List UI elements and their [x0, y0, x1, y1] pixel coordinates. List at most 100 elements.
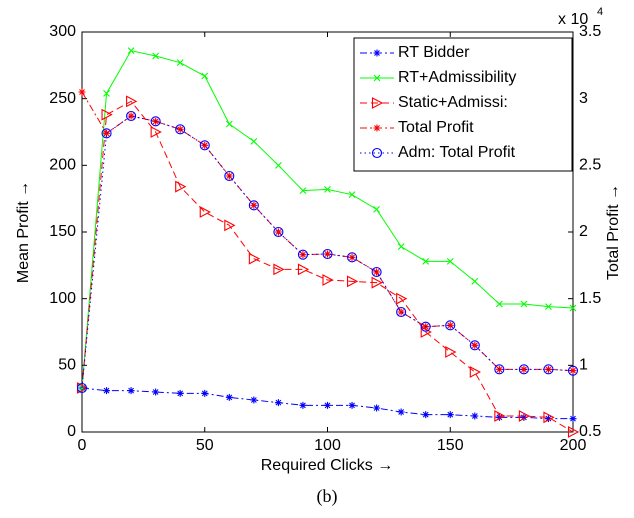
marker	[274, 228, 282, 236]
marker	[101, 128, 112, 139]
marker-shape	[445, 346, 457, 358]
marker	[446, 411, 454, 419]
marker-shape	[569, 304, 577, 312]
x-tick-label: 100	[314, 437, 341, 454]
legend-label: RT+Admissibility	[398, 69, 516, 86]
marker	[397, 308, 405, 316]
marker	[297, 249, 309, 260]
marker	[250, 201, 258, 209]
marker-shape	[297, 249, 309, 260]
marker	[76, 382, 88, 394]
marker	[445, 320, 456, 331]
marker-shape	[373, 74, 381, 82]
marker	[518, 364, 529, 375]
marker	[322, 274, 334, 286]
marker-shape	[224, 219, 236, 232]
marker-shape	[201, 141, 209, 149]
marker-shape	[324, 401, 331, 409]
marker	[299, 187, 307, 195]
x-tick-label: 0	[78, 437, 87, 454]
marker	[322, 248, 333, 260]
marker	[371, 97, 384, 109]
marker-shape	[201, 72, 209, 80]
marker-shape	[150, 116, 161, 127]
marker	[543, 364, 554, 375]
marker	[520, 365, 528, 373]
y2-tick-label: 0.5	[579, 423, 601, 440]
marker-shape	[543, 364, 554, 375]
marker	[569, 367, 577, 375]
marker	[373, 49, 381, 57]
marker	[152, 52, 160, 60]
marker-shape	[569, 367, 577, 375]
marker-shape	[127, 387, 135, 395]
marker-shape	[274, 399, 282, 407]
marker	[471, 412, 479, 420]
marker-shape	[469, 340, 480, 351]
marker	[127, 387, 135, 395]
marker	[544, 415, 552, 423]
legend-label: Static+Admissi:	[398, 94, 508, 111]
marker	[224, 170, 235, 182]
marker-shape	[373, 205, 380, 213]
marker-shape	[76, 382, 88, 394]
marker	[469, 366, 481, 378]
marker-shape	[225, 120, 233, 128]
y-tick-label: 200	[49, 157, 76, 174]
marker	[567, 365, 579, 376]
marker-shape	[396, 292, 408, 305]
x-tick-label: 200	[560, 437, 587, 454]
y-tick-label: 0	[67, 423, 76, 440]
marker	[422, 257, 430, 265]
marker-shape	[373, 49, 381, 57]
marker-shape	[127, 47, 135, 55]
marker-shape	[250, 137, 258, 145]
y2-tick-label: 1.5	[579, 290, 601, 307]
marker	[494, 364, 505, 375]
marker	[175, 180, 187, 193]
marker-shape	[469, 366, 481, 378]
legend-box	[353, 37, 573, 172]
marker-shape	[199, 206, 211, 218]
marker	[396, 292, 408, 305]
marker-shape	[397, 308, 405, 316]
marker-shape	[224, 170, 235, 182]
marker	[569, 304, 577, 312]
marker-shape	[347, 275, 359, 288]
marker	[371, 266, 382, 278]
marker-shape	[371, 97, 384, 109]
marker	[201, 389, 209, 397]
marker-shape	[250, 201, 258, 209]
marker-shape	[248, 252, 261, 265]
marker-shape	[371, 266, 382, 278]
marker	[545, 303, 552, 311]
marker	[201, 72, 209, 80]
marker	[347, 275, 359, 288]
marker	[176, 125, 184, 133]
marker-shape	[126, 110, 137, 122]
marker-shape	[446, 257, 454, 265]
marker	[520, 300, 528, 308]
marker-shape	[103, 129, 111, 137]
marker	[371, 147, 383, 159]
marker-shape	[297, 263, 310, 276]
marker-shape	[396, 306, 407, 318]
marker-shape	[544, 415, 552, 423]
legend-label: Total Profit	[398, 119, 474, 136]
legend-label: Adm: Total Profit	[398, 144, 516, 161]
marker	[275, 161, 282, 169]
y2-multiplier-exponent: 4	[597, 6, 603, 18]
marker-shape	[127, 112, 135, 120]
marker-shape	[273, 226, 284, 238]
y-tick-label: 100	[49, 290, 76, 307]
x-tick-label: 150	[437, 437, 464, 454]
marker	[348, 401, 356, 409]
marker	[299, 401, 307, 409]
marker	[126, 110, 137, 122]
marker-shape	[152, 388, 160, 396]
marker-shape	[495, 300, 503, 308]
marker-shape	[520, 365, 528, 373]
marker	[175, 124, 186, 135]
marker	[78, 88, 86, 96]
